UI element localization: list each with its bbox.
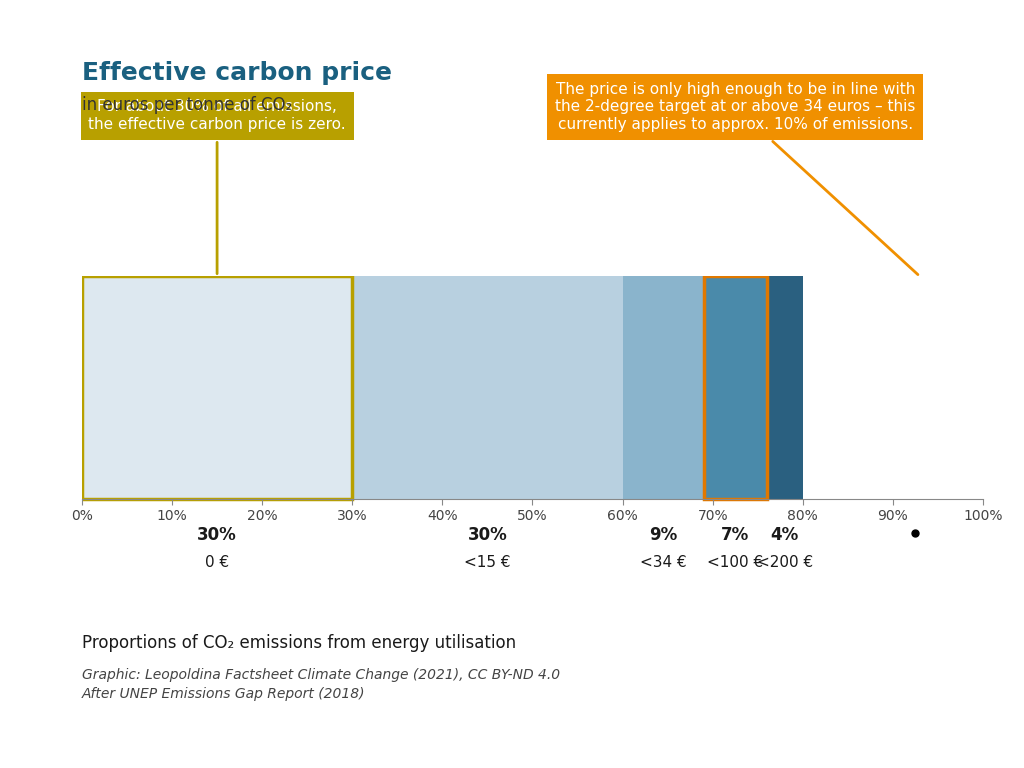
Text: 4%: 4% bbox=[771, 525, 799, 544]
Text: Leopoldina factsheet climate change: causes, consequences and possible actions: Leopoldina factsheet climate change: cau… bbox=[31, 740, 598, 753]
Text: 9%: 9% bbox=[649, 525, 677, 544]
Text: <34 €: <34 € bbox=[640, 554, 686, 570]
FancyBboxPatch shape bbox=[352, 276, 623, 499]
Text: For about 30% of all emissions,
the effective carbon price is zero.: For about 30% of all emissions, the effe… bbox=[88, 100, 346, 273]
Text: Version 1.1, October 2021: Version 1.1, October 2021 bbox=[812, 740, 993, 753]
Text: Proportions of CO₂ emissions from energy utilisation: Proportions of CO₂ emissions from energy… bbox=[82, 634, 516, 651]
Text: Graphic: Leopoldina Factsheet Climate Change (2021), CC BY-ND 4.0: Graphic: Leopoldina Factsheet Climate Ch… bbox=[82, 668, 560, 682]
Text: Effective carbon price: Effective carbon price bbox=[82, 61, 392, 85]
FancyBboxPatch shape bbox=[82, 276, 352, 499]
FancyBboxPatch shape bbox=[767, 276, 803, 499]
Text: in euros per tonne of CO₂: in euros per tonne of CO₂ bbox=[82, 96, 292, 114]
Text: <15 €: <15 € bbox=[464, 554, 511, 570]
FancyBboxPatch shape bbox=[623, 276, 703, 499]
Text: 0 €: 0 € bbox=[205, 554, 229, 570]
Text: 30%: 30% bbox=[468, 525, 507, 544]
Text: 30%: 30% bbox=[198, 525, 237, 544]
Text: The price is only high enough to be in line with
the 2-degree target at or above: The price is only high enough to be in l… bbox=[555, 82, 918, 275]
FancyBboxPatch shape bbox=[703, 276, 767, 499]
Text: <100 €: <100 € bbox=[708, 554, 763, 570]
Text: <200 €: <200 € bbox=[757, 554, 813, 570]
Text: After UNEP Emissions Gap Report (2018): After UNEP Emissions Gap Report (2018) bbox=[82, 687, 366, 701]
Text: 7%: 7% bbox=[721, 525, 750, 544]
